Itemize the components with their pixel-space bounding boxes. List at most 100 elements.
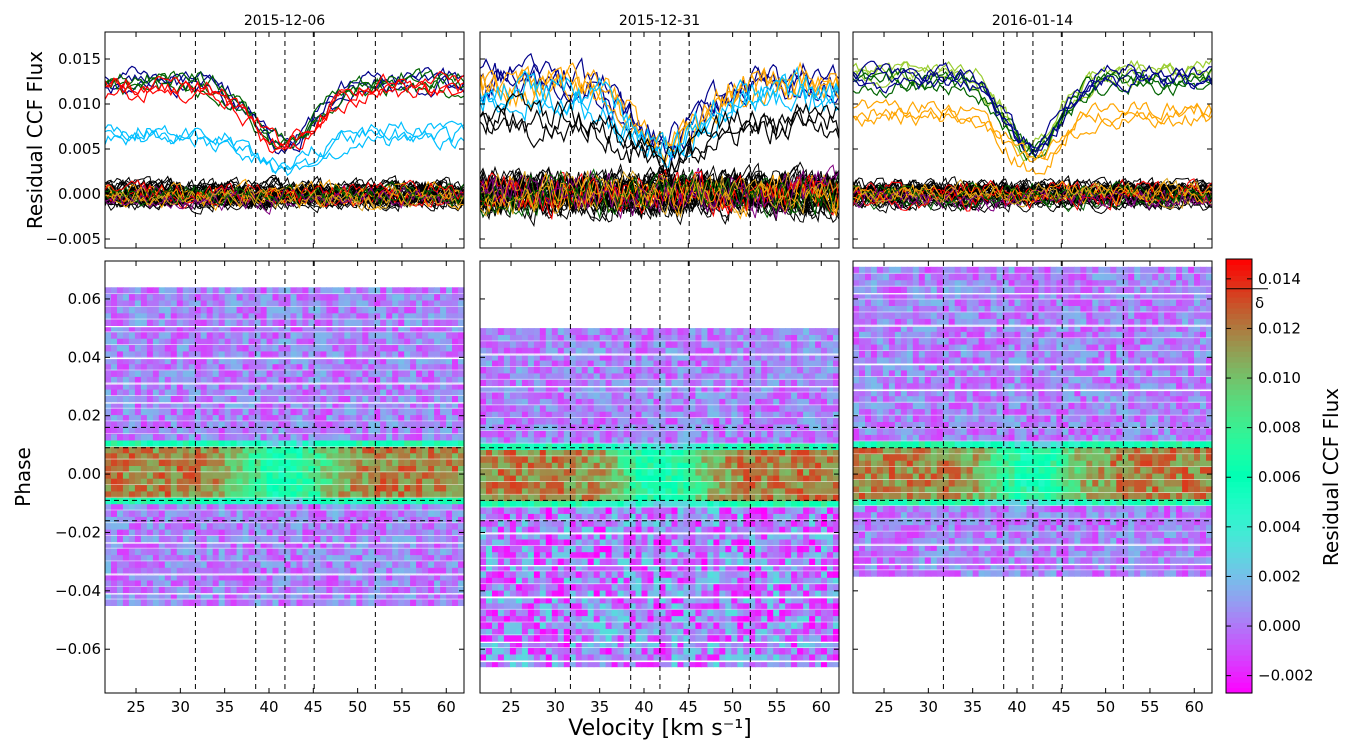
heatmap-cell: [146, 331, 154, 339]
heatmap-cell: [551, 570, 559, 578]
heatmap-cell: [635, 526, 643, 534]
heatmap-cell: [224, 382, 232, 390]
heatmap-cell: [242, 370, 250, 377]
heatmap-cell: [260, 389, 268, 396]
heatmap-cell: [563, 545, 571, 553]
heatmap-cell: [236, 573, 244, 581]
heatmap-cell: [653, 500, 661, 508]
heatmap-cell: [380, 331, 387, 339]
heatmap-cell: [128, 599, 136, 606]
heatmap-cell: [533, 622, 541, 629]
heatmap-cell: [338, 516, 345, 524]
heatmap-cell: [416, 522, 423, 530]
heatmap-cell: [182, 516, 190, 524]
heatmap-cell: [254, 586, 262, 594]
heatmap-cell: [695, 602, 702, 610]
heatmap-cell: [701, 609, 708, 617]
heatmap-cell: [320, 344, 327, 352]
heatmap-cell: [230, 401, 238, 409]
heatmap-cell: [308, 529, 315, 536]
heatmap-cell: [440, 490, 447, 498]
heatmap-cell: [689, 609, 696, 617]
heatmap-cell: [266, 440, 274, 447]
heatmap-cell: [815, 532, 822, 540]
heatmap-cell: [236, 459, 244, 466]
heatmap-cell: [164, 560, 172, 568]
heatmap-cell: [164, 325, 172, 333]
heatmap-cell: [356, 312, 363, 320]
heatmap-cell: [809, 615, 816, 623]
heatmap-cell: [587, 513, 595, 521]
heatmap-cell: [503, 641, 511, 649]
heatmap-cell: [296, 344, 304, 352]
heatmap-cell: [134, 510, 142, 517]
heatmap-cell: [380, 319, 387, 326]
heatmap-cell: [344, 573, 351, 581]
heatmap-cell: [374, 484, 381, 492]
heatmap-cell: [242, 510, 250, 517]
heatmap-cell: [254, 427, 262, 435]
heatmap-cell: [356, 363, 363, 371]
heatmap-cell: [659, 590, 667, 597]
heatmap-cell: [653, 609, 661, 617]
heatmap-cell: [404, 338, 411, 346]
heatmap-cell: [176, 414, 184, 422]
heatmap-cell: [230, 452, 238, 460]
heatmap-cell: [350, 389, 357, 396]
heatmap-cell: [434, 560, 441, 568]
heatmap-cell: [737, 507, 744, 514]
heatmap-cell: [486, 634, 493, 642]
heatmap-cell: [254, 471, 262, 479]
heatmap-cell: [533, 583, 541, 591]
heatmap-cell: [188, 599, 196, 606]
heatmap-cell: [647, 551, 655, 559]
heatmap-cell: [605, 507, 613, 514]
heatmap-cell: [146, 357, 154, 365]
heatmap-cell: [362, 382, 369, 390]
heatmap-cell: [647, 596, 655, 604]
heatmap-cell: [338, 287, 345, 295]
heatmap-cell: [320, 357, 327, 365]
heatmap-cell: [521, 641, 529, 649]
heatmap-cell: [398, 599, 405, 606]
heatmap-cell: [635, 539, 643, 546]
heatmap-cell: [296, 395, 304, 403]
heatmap-cell: [320, 580, 327, 587]
heatmap-cell: [200, 599, 208, 606]
heatmap-cell: [422, 535, 429, 543]
heatmap-cell: [779, 596, 786, 604]
heatmap-cell: [290, 560, 298, 568]
heatmap-cell: [737, 634, 744, 642]
heatmap-cell: [236, 357, 244, 365]
heatmap-cell: [713, 622, 720, 629]
heatmap-cell: [398, 580, 405, 587]
heatmap-cell: [707, 590, 714, 597]
heatmap-cell: [200, 401, 208, 409]
heatmap-cell: [809, 500, 816, 508]
heatmap-cell: [332, 344, 339, 352]
heatmap-cell: [248, 560, 256, 568]
heatmap-cell: [605, 500, 613, 508]
heatmap-cell: [368, 433, 375, 441]
heatmap-cell: [563, 634, 571, 642]
heatmap-cell: [248, 357, 256, 365]
heatmap-cell: [314, 401, 321, 409]
heatmap-cell: [398, 363, 405, 371]
heatmap-cell: [284, 560, 292, 568]
heatmap-cell: [410, 599, 417, 606]
heatmap-cell: [314, 300, 321, 307]
heatmap-cell: [128, 319, 136, 326]
heatmap-cell: [182, 306, 190, 314]
heatmap-cell: [533, 558, 541, 565]
heatmap-cell: [242, 560, 250, 568]
heatmap-cell: [446, 350, 453, 358]
heatmap-cell: [200, 465, 208, 473]
heatmap-cell: [737, 660, 744, 668]
heatmap-cell: [356, 535, 363, 543]
heatmap-cell: [176, 452, 184, 460]
heatmap-cell: [446, 503, 453, 511]
heatmap-cell: [105, 580, 112, 587]
heatmap-cell: [356, 580, 363, 587]
heatmap-cell: [320, 433, 327, 441]
heatmap-cell: [350, 522, 357, 530]
